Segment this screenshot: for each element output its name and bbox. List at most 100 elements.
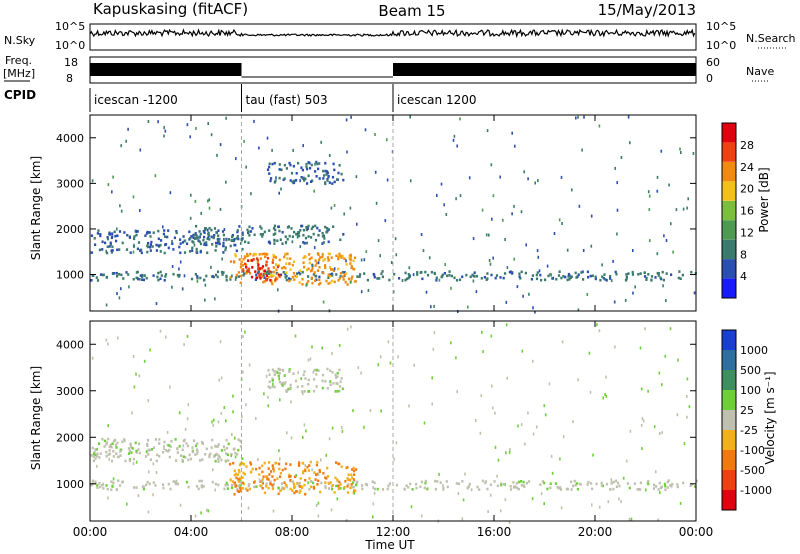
heatmap-cell [371, 480, 374, 483]
heatmap-cell [106, 236, 109, 239]
heatmap-cell [273, 478, 276, 482]
colorbar-tick-label: -500 [740, 464, 765, 477]
heatmap-cell [639, 481, 642, 485]
heatmap-cell [154, 484, 157, 487]
noise-cell [692, 152, 695, 155]
heatmap-cell [167, 229, 170, 232]
heatmap-cell [536, 271, 539, 274]
heatmap-cell [348, 478, 351, 482]
heatmap-cell [347, 483, 350, 486]
noise-cell [343, 212, 345, 216]
heatmap-cell [185, 480, 189, 484]
noise-cell [647, 190, 650, 194]
heatmap-cell [285, 274, 288, 278]
heatmap-cell [281, 486, 284, 489]
heatmap-cell [315, 261, 318, 265]
heatmap-cell [448, 274, 451, 277]
heatmap-cell [419, 271, 422, 274]
heatmap-cell [652, 487, 655, 490]
heatmap-cell [666, 486, 669, 489]
heatmap-cell [194, 453, 197, 456]
noise-cell [148, 470, 150, 474]
heatmap-cell [204, 453, 207, 456]
noise-cell [186, 417, 189, 421]
noise-cell [250, 192, 252, 196]
noise-cell [511, 212, 513, 216]
heatmap-cell [212, 275, 215, 279]
noise-cell [133, 243, 135, 247]
heatmap-cell [229, 278, 232, 281]
heatmap-cell [236, 488, 239, 491]
heatmap-cell [519, 480, 523, 483]
heatmap-cell [405, 277, 408, 281]
heatmap-cell [329, 266, 332, 269]
noise-cell [657, 518, 659, 522]
noise-cell [664, 354, 667, 358]
heatmap-cell [154, 438, 157, 441]
heatmap-cell [342, 278, 345, 281]
heatmap-cell [261, 478, 264, 481]
noise-cell [499, 509, 502, 513]
heatmap-cell [111, 232, 114, 235]
heatmap-cell [217, 460, 220, 463]
noise-cell [363, 258, 366, 262]
heatmap-cell [446, 274, 449, 278]
heatmap-cell [513, 485, 516, 488]
heatmap-cell [295, 172, 298, 175]
heatmap-cell [336, 371, 339, 375]
heatmap-cell [110, 480, 113, 483]
noise-cell [307, 481, 309, 485]
heatmap-cell [221, 230, 225, 233]
heatmap-cell [661, 270, 664, 274]
heatmap-cell [286, 257, 289, 260]
heatmap-cell [306, 282, 309, 285]
heatmap-cell [268, 229, 271, 232]
y-tick-label: 3000 [56, 385, 84, 398]
heatmap-cell [326, 466, 329, 470]
heatmap-cell [689, 484, 692, 487]
noise-cell [220, 376, 223, 380]
noise-cell [132, 195, 135, 199]
noise-cell [384, 219, 387, 223]
heatmap-cell [331, 487, 334, 491]
heatmap-cell [287, 225, 290, 228]
heatmap-cell [421, 277, 424, 281]
heatmap-cell [123, 231, 126, 234]
heatmap-cell [198, 236, 201, 239]
noise-cell [395, 253, 398, 257]
noise-cell [277, 288, 279, 292]
heatmap-cell [233, 481, 236, 485]
heatmap-cell [326, 367, 329, 371]
heatmap-cell [232, 461, 235, 465]
noise-cell [266, 136, 269, 140]
heatmap-cell [233, 483, 236, 486]
heatmap-cell [251, 259, 254, 262]
heatmap-cell [435, 276, 438, 280]
heatmap-cell [300, 176, 303, 179]
nsky-line [89, 28, 696, 39]
nsky-tick-bottom: 10^0 [55, 39, 85, 52]
noise-cell [459, 117, 461, 121]
heatmap-cell [190, 235, 193, 238]
heatmap-cell [295, 275, 298, 279]
heatmap-cell [324, 481, 327, 484]
heatmap-cell [238, 225, 241, 228]
heatmap-cell [94, 448, 97, 451]
nsky-label: N.Sky [4, 34, 36, 47]
heatmap-cell [148, 448, 152, 452]
heatmap-cell [111, 235, 114, 238]
heatmap-cell [678, 270, 681, 273]
heatmap-cell [128, 236, 131, 239]
heatmap-cell [170, 439, 173, 443]
heatmap-cell [670, 273, 673, 276]
heatmap-cell [96, 232, 99, 235]
noise-cell [537, 255, 540, 259]
heatmap-cell [173, 480, 177, 484]
noise-cell [374, 133, 376, 136]
noise-cell [304, 464, 306, 468]
heatmap-cell [227, 442, 230, 446]
noise-cell [487, 510, 489, 513]
heatmap-cell [249, 230, 253, 233]
heatmap-cell [520, 483, 523, 487]
heatmap-cell [92, 455, 95, 458]
